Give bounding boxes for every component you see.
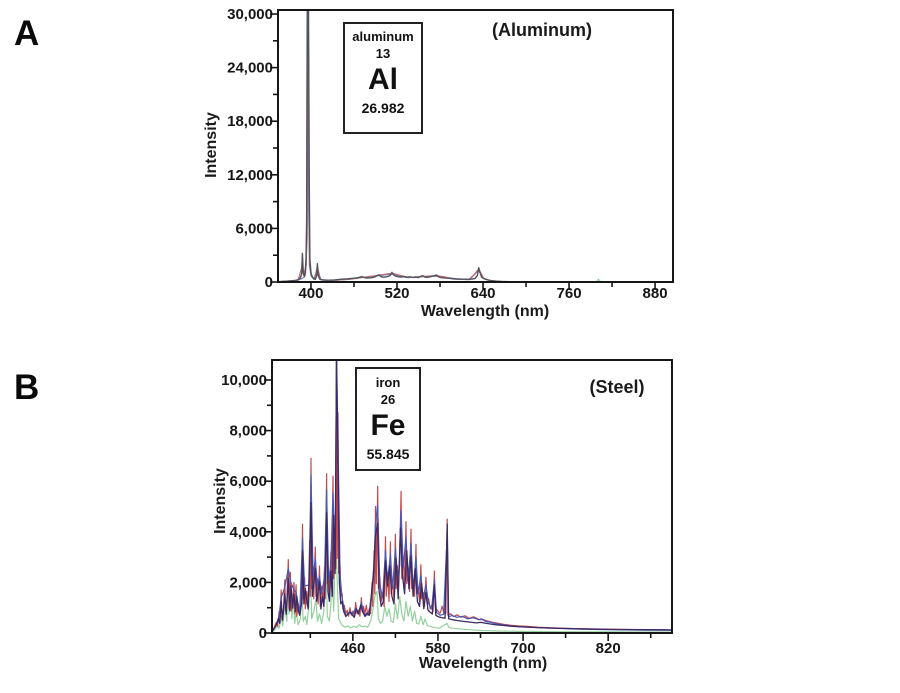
element-card-iron: iron 26 Fe 55.845	[355, 367, 421, 471]
aluminum-spectrum-y-tick-label: 24,000	[227, 60, 273, 77]
element-mass: 26.982	[361, 99, 405, 116]
steel-spectrum-x-tick-label: 820	[596, 640, 621, 657]
steel-spectrum-shot-purple-trace	[273, 361, 671, 632]
element-number: 26	[380, 392, 396, 407]
material-label-aluminum: (Aluminum)	[492, 20, 592, 40]
material-label-steel: (Steel)	[589, 377, 645, 397]
steel-spectrum-y-tick-label: 6,000	[229, 473, 267, 490]
aluminum-spectrum-y-tick-label: 6,000	[235, 220, 273, 237]
aluminum-spectrum-plot-frame	[277, 9, 674, 283]
element-number: 13	[375, 46, 391, 61]
steel-spectrum-y-tick-label: 10,000	[221, 372, 267, 389]
element-symbol: Al	[368, 63, 398, 96]
steel-spectrum-chart: 0 2,000 4,000 6,000 8,000 10,000 460 580 700 820	[221, 359, 673, 657]
aluminum-spectrum-chart: 0 6,000 12,000 18,000 24,000 30,000 400 520 640 7…	[227, 6, 674, 302]
aluminum-spectrum-x-tick-label: 760	[557, 285, 582, 302]
x-axis-label-aluminum: Wavelength (nm)	[420, 303, 550, 320]
aluminum-spectrum-x-tick-label: 640	[471, 285, 496, 302]
aluminum-spectrum-y-tick-label: 0	[265, 274, 273, 291]
aluminum-spectrum-shot-blue-trace	[279, 11, 504, 281]
panel-a-label: A	[14, 14, 40, 53]
steel-spectrum-y-tick-label: 0	[259, 625, 267, 642]
aluminum-spectrum-shot-red-trace	[280, 22, 503, 281]
aluminum-spectrum-traces	[279, 11, 601, 281]
aluminum-spectrum-y-tick-label: 12,000	[227, 167, 273, 184]
aluminum-spectrum-y-tick-label: 30,000	[227, 6, 273, 23]
aluminum-spectrum-x-tick-label: 400	[298, 285, 323, 302]
aluminum-spectrum-x-tick-label: 880	[643, 285, 668, 302]
steel-spectrum-x-tick-label: 580	[425, 640, 450, 657]
element-name: aluminum	[352, 29, 414, 44]
steel-spectrum-traces	[273, 361, 671, 632]
aluminum-spectrum-y-tick-label: 18,000	[227, 113, 273, 130]
steel-spectrum-plot-frame	[271, 359, 673, 634]
steel-spectrum-x-tick-label: 460	[340, 640, 365, 657]
y-axis-label-aluminum: Intensity	[203, 112, 220, 178]
element-name: iron	[375, 375, 401, 390]
steel-spectrum-y-tick-label: 8,000	[229, 423, 267, 440]
aluminum-spectrum-shot-main-trace	[279, 11, 509, 281]
aluminum-spectrum-x-tick-label: 520	[384, 285, 409, 302]
element-symbol: Fe	[370, 409, 406, 442]
element-card-aluminum: aluminum 13 Al 26.982	[343, 22, 423, 134]
steel-spectrum-x-tick-label: 700	[511, 640, 536, 657]
x-axis-label-steel: Wavelength (nm)	[418, 655, 548, 672]
panel-b-label: B	[14, 368, 40, 407]
steel-spectrum-y-tick-label: 2,000	[229, 574, 267, 591]
element-mass: 55.845	[366, 445, 410, 462]
y-axis-label-steel: Intensity	[212, 468, 229, 534]
steel-spectrum-y-tick-label: 4,000	[229, 524, 267, 541]
